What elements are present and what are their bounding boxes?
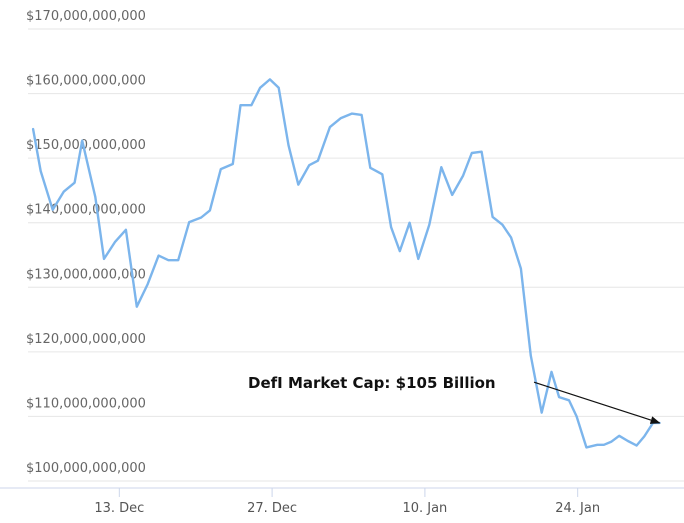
data-point (462, 175, 464, 177)
x-tick-label: 24. Jan (555, 501, 600, 516)
data-point (259, 87, 261, 89)
data-point (200, 216, 202, 219)
data-point (481, 151, 483, 153)
data-point (627, 440, 629, 442)
data-point (510, 237, 512, 239)
y-tick-label: $130,000,000,000 (26, 267, 146, 282)
y-axis: $100,000,000,000 $110,000,000,000 $120,000… (26, 9, 146, 476)
data-point (177, 259, 179, 261)
data-point (63, 191, 65, 193)
data-point (81, 140, 83, 142)
data-point (40, 170, 42, 172)
x-axis: 13. Dec 27. Dec 10. Jan 24. Jan (94, 488, 600, 516)
data-point (361, 114, 363, 116)
data-point (308, 164, 310, 166)
data-point (501, 224, 503, 226)
y-tick-label: $140,000,000,000 (26, 203, 146, 218)
data-point (250, 104, 252, 106)
data-point (136, 306, 138, 308)
data-point (351, 113, 353, 115)
data-point (550, 371, 553, 373)
data-point (399, 250, 401, 252)
data-point (576, 415, 578, 417)
data-point (297, 184, 299, 186)
y-tick-label: $100,000,000,000 (26, 461, 146, 476)
data-point (428, 224, 430, 226)
data-point (232, 163, 234, 165)
data-point (220, 168, 222, 170)
y-tick-label: $110,000,000,000 (26, 396, 146, 411)
data-point (596, 444, 598, 446)
data-point (74, 182, 76, 184)
data-point (278, 87, 280, 89)
data-point (568, 399, 570, 401)
data-point (530, 355, 532, 357)
data-point (558, 396, 560, 398)
data-point (369, 167, 371, 169)
y-tick-label: $160,000,000,000 (26, 74, 146, 89)
data-point (287, 144, 290, 146)
data-point (585, 446, 588, 448)
data-point (239, 104, 242, 106)
annotation-label: DefI Market Cap: $105 Billion (248, 374, 496, 392)
data-point (440, 166, 442, 168)
data-point (492, 216, 494, 218)
data-point (652, 422, 654, 424)
y-tick-label: $120,000,000,000 (26, 332, 146, 347)
data-point (417, 258, 419, 260)
data-point (329, 126, 331, 128)
data-point (158, 255, 160, 257)
data-point (541, 412, 543, 414)
data-point (125, 229, 127, 231)
y-tick-label: $170,000,000,000 (26, 9, 146, 24)
annotation-arrow (533, 381, 661, 424)
x-tick-label: 10. Jan (402, 501, 447, 516)
data-point (340, 117, 342, 119)
data-point (471, 152, 473, 154)
data-point (451, 194, 453, 196)
data-point (317, 160, 319, 162)
y-tick-label: $150,000,000,000 (26, 138, 146, 153)
data-point (94, 196, 96, 198)
x-tick-label: 13. Dec (94, 501, 144, 516)
grid-lines (28, 28, 684, 482)
data-point (209, 209, 211, 211)
data-point (643, 435, 645, 437)
data-point (636, 444, 638, 447)
data-point (603, 444, 605, 446)
data-point (610, 441, 613, 443)
data-point (409, 222, 411, 224)
x-tick-label: 27. Dec (247, 501, 297, 516)
data-points (32, 78, 661, 448)
data-point (32, 128, 34, 130)
data-point (167, 259, 169, 261)
data-point (52, 209, 54, 211)
data-point (103, 258, 105, 260)
data-point (381, 173, 383, 175)
data-point (618, 435, 620, 437)
data-point (147, 283, 149, 285)
data-point (188, 221, 190, 223)
data-point (520, 268, 522, 270)
data-point (269, 78, 271, 80)
data-point (390, 226, 392, 228)
data-point (114, 241, 116, 243)
